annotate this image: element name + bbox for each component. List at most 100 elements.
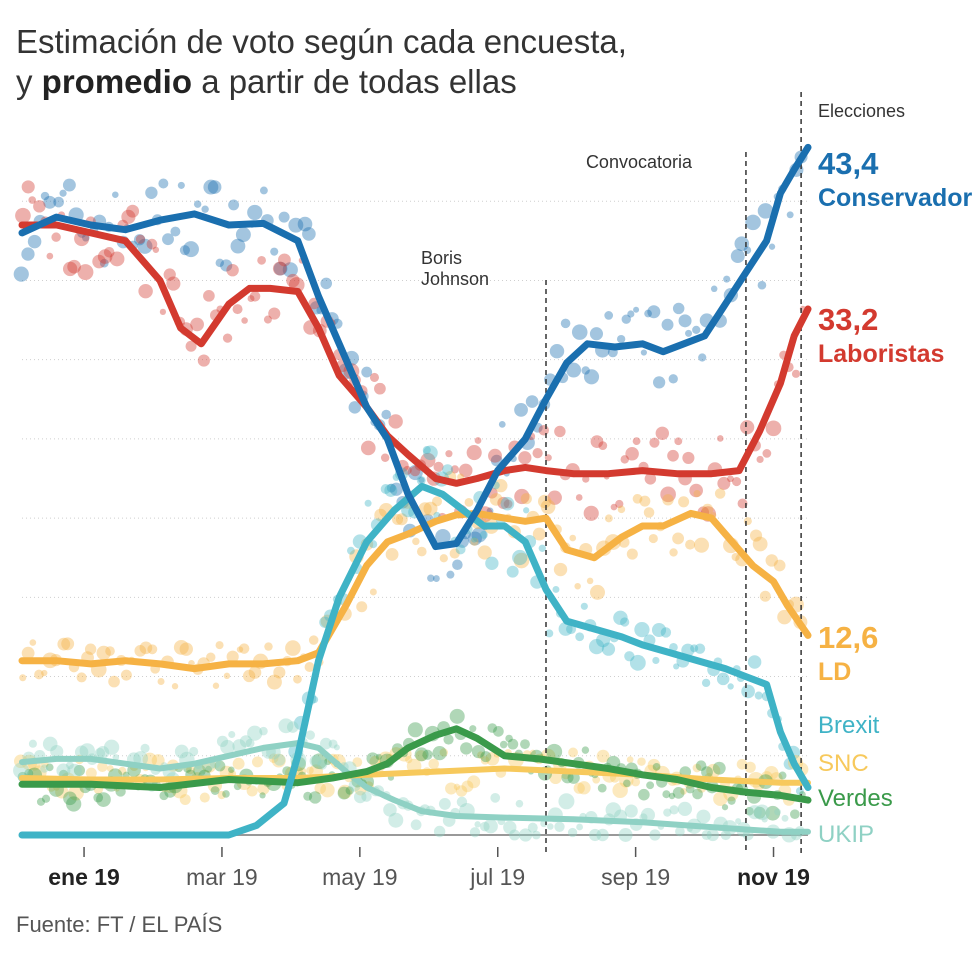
poll-dot-ld [693,490,701,498]
poll-dot-verdes [303,791,313,801]
poll-dot-verdes [407,722,423,738]
poll-dot-ld [242,669,256,683]
end-label-ld: LD [818,658,851,686]
poll-dot-ld [773,559,786,572]
poll-dot-ukip [50,744,64,759]
poll-dot-laboristas [625,447,639,461]
end-label-conservador: Conservador [818,184,972,212]
poll-dot-verdes [668,792,676,800]
poll-dot-ukip [410,819,422,831]
poll-dot-verdes [727,796,736,805]
poll-dot-conservador [549,343,565,359]
poll-dot-laboristas [15,207,31,224]
poll-dot-ukip [228,730,236,739]
poll-dot-ld [238,643,250,654]
poll-dot-conservador [386,483,396,493]
poll-dot-ld [617,505,626,514]
poll-dot-snc [352,757,363,767]
poll-dot-snc [596,749,610,763]
end-label-brexit: Brexit [818,712,880,739]
poll-dot-laboristas [21,180,35,194]
poll-dot-laboristas [249,291,261,302]
poll-dot-conservador [40,191,50,201]
poll-dot-ld [449,548,460,559]
poll-dot-conservador [235,227,251,243]
poll-dot-ukip [720,829,731,841]
poll-dot-snc [179,794,191,805]
poll-dot-brexit [423,445,438,461]
poll-dot-ld [179,642,193,656]
poll-dot-ld [639,495,651,507]
poll-dot-ld [537,494,552,509]
poll-dot-brexit [552,585,560,593]
poll-dot-laboristas [644,473,657,485]
series-line-snc [19,765,811,786]
poll-dot-conservador [278,211,290,223]
poll-dot-ld [248,666,262,679]
poll-dot-brexit [601,642,616,656]
poll-dot-ld [264,642,273,651]
poll-dot-ld [266,674,282,690]
poll-dot-laboristas [488,448,502,463]
poll-dot-verdes [432,745,447,761]
poll-dot-verdes [505,734,513,743]
poll-dot-laboristas [674,437,683,446]
poll-dot-ld [648,533,658,544]
poll-dot-ld [21,646,35,660]
poll-dot-snc [306,766,314,775]
poll-dot-conservador [288,217,304,233]
poll-dot-conservador [627,310,635,318]
poll-dot-ld [672,532,685,545]
poll-dot-snc [573,782,585,794]
poll-dot-laboristas [765,420,782,437]
poll-dot-ukip [174,744,189,759]
poll-dot-brexit [442,464,454,476]
x-axis: ene 19 mar 19 may 19 jul 19 sep 19 nov 19 [48,847,810,890]
poll-dot-ld [212,682,220,689]
poll-dot-verdes [449,708,465,724]
title-line-2-pre: y [16,63,33,100]
poll-dot-ld [626,548,638,560]
poll-dot-brexit [716,672,730,686]
poll-dot-ukip [66,761,74,770]
poll-dot-laboristas [121,209,136,224]
poll-dot-laboristas [197,354,210,367]
poll-dot-brexit [673,663,680,670]
poll-dot-brexit [575,632,585,642]
poll-dot-ukip [696,809,711,824]
poll-dot-snc [637,757,646,766]
poll-dot-laboristas [135,234,146,244]
poll-dot-brexit [629,654,646,671]
poll-dot-ld [439,554,448,563]
title-line-2-post: a partir de todas ellas [201,63,517,100]
poll-dot-brexit [588,639,605,655]
poll-dot-brexit [512,549,528,566]
poll-dot-brexit [660,627,672,638]
poll-dot-conservador [21,247,35,261]
poll-dot-ld [139,641,153,655]
poll-dot-ld [395,513,408,526]
poll-dot-verdes [345,786,354,795]
poll-dot-ukip [140,743,150,753]
poll-dot-ld [29,639,37,646]
poll-dot-laboristas [737,498,748,509]
poll-dot-brexit [624,651,635,662]
poll-dot-ukip [456,796,468,808]
poll-dot-laboristas [458,463,473,478]
poll-dot-ukip [133,751,149,766]
poll-dot-ukip [383,803,397,817]
poll-dot-ukip [232,739,247,753]
poll-dot-ukip [649,829,661,841]
poll-dot-conservador [62,178,76,192]
poll-dot-conservador [710,285,718,293]
poll-dot-verdes [662,790,671,799]
poll-dot-ukip [527,822,538,833]
poll-dot-conservador [571,324,588,340]
poll-dot-snc [549,771,562,785]
poll-dot-ukip [490,792,501,803]
poll-dot-snc [680,788,687,795]
poll-dot-verdes [778,771,787,780]
poll-dot-ld [19,674,27,682]
poll-dot-laboristas [46,252,54,260]
poll-dot-conservador [215,258,225,268]
